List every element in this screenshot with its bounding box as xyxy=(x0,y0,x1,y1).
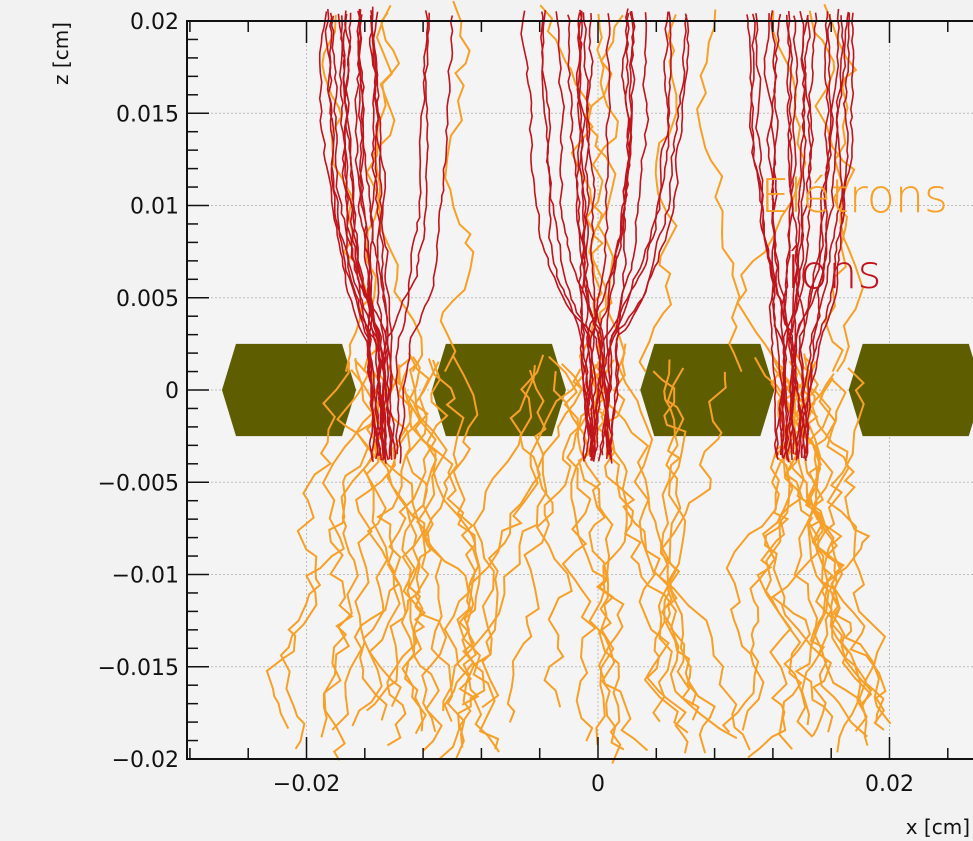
electron-track xyxy=(388,356,443,752)
ion-track xyxy=(592,10,636,462)
ion-track xyxy=(589,13,612,461)
electron-tracks xyxy=(265,0,892,764)
y-tick-label-2: 0.01 xyxy=(130,195,179,220)
ion-track xyxy=(785,8,840,461)
y-tick-label-5: −0.005 xyxy=(98,471,179,496)
electrode-0 xyxy=(221,343,357,437)
legend-electrons: Elétrons xyxy=(761,169,948,223)
electron-track xyxy=(320,359,370,738)
ion-track xyxy=(805,11,850,454)
electron-track xyxy=(386,352,430,747)
ion-track xyxy=(608,13,690,456)
electron-track xyxy=(657,359,751,751)
ion-track xyxy=(567,14,611,456)
electron-track xyxy=(646,370,689,754)
electron-track xyxy=(535,363,584,708)
y-tick-label-4: 0 xyxy=(165,379,179,404)
electron-track-upper xyxy=(365,4,424,373)
ion-track xyxy=(609,12,631,459)
electrode-3 xyxy=(848,343,973,437)
electron-track xyxy=(815,367,887,731)
electron-track xyxy=(354,368,413,721)
y-tick-label-0: 0.02 xyxy=(130,10,179,35)
electron-track xyxy=(826,378,887,723)
electron-track xyxy=(778,374,871,737)
electron-track xyxy=(279,363,386,750)
legend-ions: Íons xyxy=(787,245,882,299)
ion-track xyxy=(768,10,779,460)
electron-track-upper xyxy=(321,14,370,372)
ion-track xyxy=(597,14,688,462)
ion-track xyxy=(583,11,635,460)
y-tick-label-7: −0.015 xyxy=(98,656,179,681)
electron-track xyxy=(265,361,351,730)
electrode-1 xyxy=(431,343,566,437)
ion-track xyxy=(590,11,670,457)
ion-track xyxy=(375,12,430,456)
electron-track xyxy=(365,371,448,733)
ticks xyxy=(187,20,949,760)
electron-track-upper xyxy=(808,10,864,373)
y-axis-title: z [cm] xyxy=(49,22,73,85)
electrode-2 xyxy=(640,343,775,437)
ion-track xyxy=(780,15,813,456)
ion-track xyxy=(520,10,613,459)
electrodes xyxy=(221,343,973,437)
ion-track xyxy=(330,15,386,458)
ion-track xyxy=(787,10,807,461)
ion-track xyxy=(540,11,593,459)
ion-track xyxy=(794,14,832,456)
ion-track xyxy=(344,10,393,460)
electron-track xyxy=(442,369,548,712)
electron-track-upper xyxy=(696,9,743,372)
ion-track xyxy=(370,10,389,460)
ion-track xyxy=(799,12,851,458)
electron-track xyxy=(800,357,867,753)
ion-track xyxy=(366,6,380,461)
electron-track-upper xyxy=(638,14,678,373)
y-tick-label-8: −0.02 xyxy=(112,748,179,773)
ion-track xyxy=(788,11,807,461)
electron-track xyxy=(443,355,480,722)
electron-track xyxy=(506,363,605,723)
electron-track xyxy=(472,365,536,709)
x-tick-label-1: 0 xyxy=(591,772,605,797)
ion-track xyxy=(575,12,596,462)
ion-track xyxy=(342,13,389,461)
electron-track-upper xyxy=(823,3,858,373)
electron-track xyxy=(422,359,500,753)
ion-track xyxy=(585,13,597,460)
electron-track-upper xyxy=(439,0,475,373)
ion-track xyxy=(750,13,802,459)
electron-track-upper xyxy=(570,13,606,372)
x-tick-label-0: −0.02 xyxy=(273,772,340,797)
ion-track xyxy=(395,10,429,455)
ion-track xyxy=(575,10,613,464)
electron-track xyxy=(552,371,615,746)
electron-track xyxy=(422,358,466,748)
electron-track xyxy=(561,368,602,742)
y-tick-label-3: 0.005 xyxy=(116,287,179,312)
tick-labels: 0.02 0.015 0.01 0.005 0 −0.005 −0.01 −0.015 −0.0… xyxy=(98,10,914,797)
x-tick-label-2: 0.02 xyxy=(865,772,914,797)
electron-track xyxy=(616,363,678,723)
y-tick-label-1: 0.015 xyxy=(116,102,179,127)
ion-tracks xyxy=(318,6,855,464)
y-tick-label-6: −0.01 xyxy=(112,564,179,589)
ion-track xyxy=(398,15,454,464)
x-axis-title: x [cm] xyxy=(906,815,970,839)
electron-track xyxy=(548,355,649,752)
electron-track xyxy=(461,373,585,706)
